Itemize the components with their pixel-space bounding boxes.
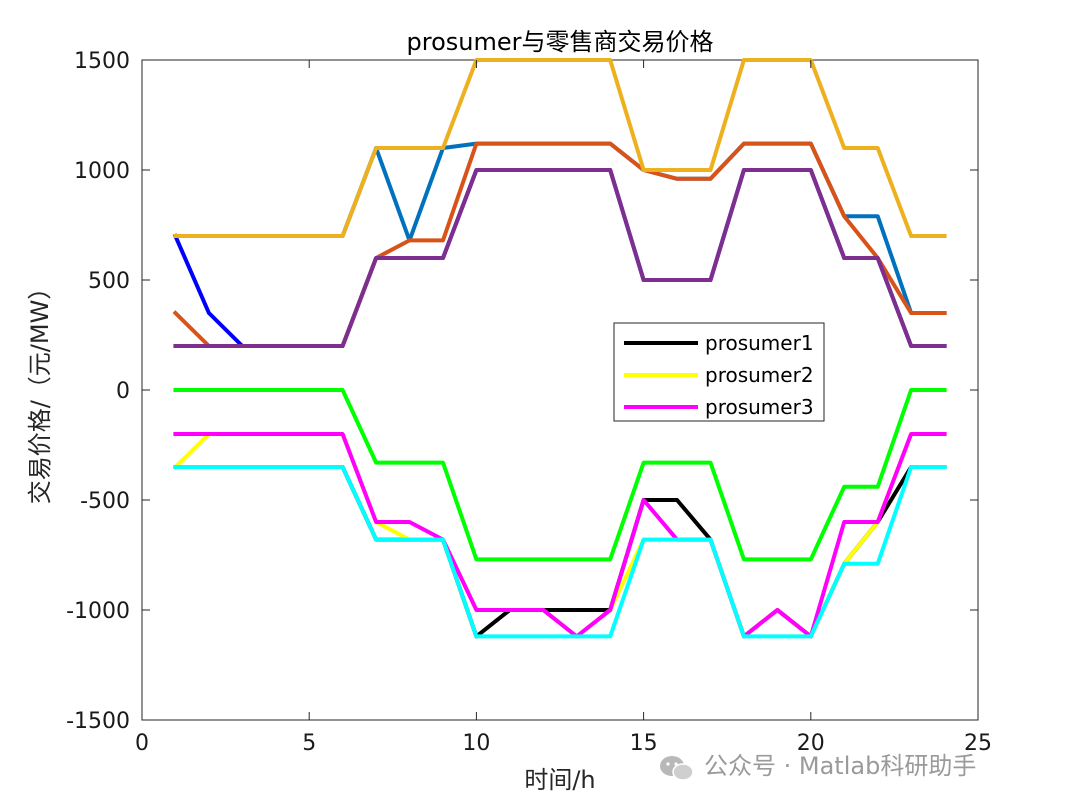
y-tick-label: -1000 (66, 599, 130, 624)
y-axis-title: 交易价格/（元/MW） (26, 276, 54, 505)
series-line-4 (173, 465, 947, 639)
x-tick-label: 5 (302, 731, 316, 756)
series-layer (172, 58, 947, 639)
legend: prosumer1 prosumer2 prosumer3 (613, 322, 825, 422)
y-tick-label: 1500 (74, 49, 130, 74)
legend-label-prosumer3: prosumer3 (705, 395, 814, 419)
y-tick-label: -1500 (66, 709, 130, 734)
legend-label-prosumer2: prosumer2 (705, 363, 814, 387)
series-line-10 (173, 168, 947, 348)
x-axis-title: 时间/h (524, 766, 595, 794)
y-tick-label: -500 (80, 489, 130, 514)
x-tick-label: 25 (964, 731, 992, 756)
series-line-3 (173, 432, 947, 639)
y-tick-label: 1000 (74, 159, 130, 184)
watermark-text: 公众号 · Matlab科研助手 (704, 752, 976, 780)
x-tick-label: 10 (462, 731, 490, 756)
y-tick-label: 500 (88, 269, 130, 294)
legend-box (613, 322, 825, 422)
watermark: 公众号 · Matlab科研助手 (660, 752, 976, 781)
series-line-5 (173, 388, 947, 562)
x-tick-label: 15 (630, 731, 658, 756)
series-line-9 (173, 58, 947, 238)
axis-ticks: 0 5 10 15 20 25 1500 1000 500 0 -500 -1000 -1500 (66, 49, 992, 756)
x-tick-label: 20 (797, 731, 825, 756)
wechat-icon (660, 756, 694, 781)
chart-title: prosumer与零售商交易价格 (407, 28, 714, 56)
x-tick-label: 0 (135, 731, 149, 756)
legend-label-prosumer1: prosumer1 (705, 331, 814, 355)
y-tick-label: 0 (116, 379, 130, 404)
